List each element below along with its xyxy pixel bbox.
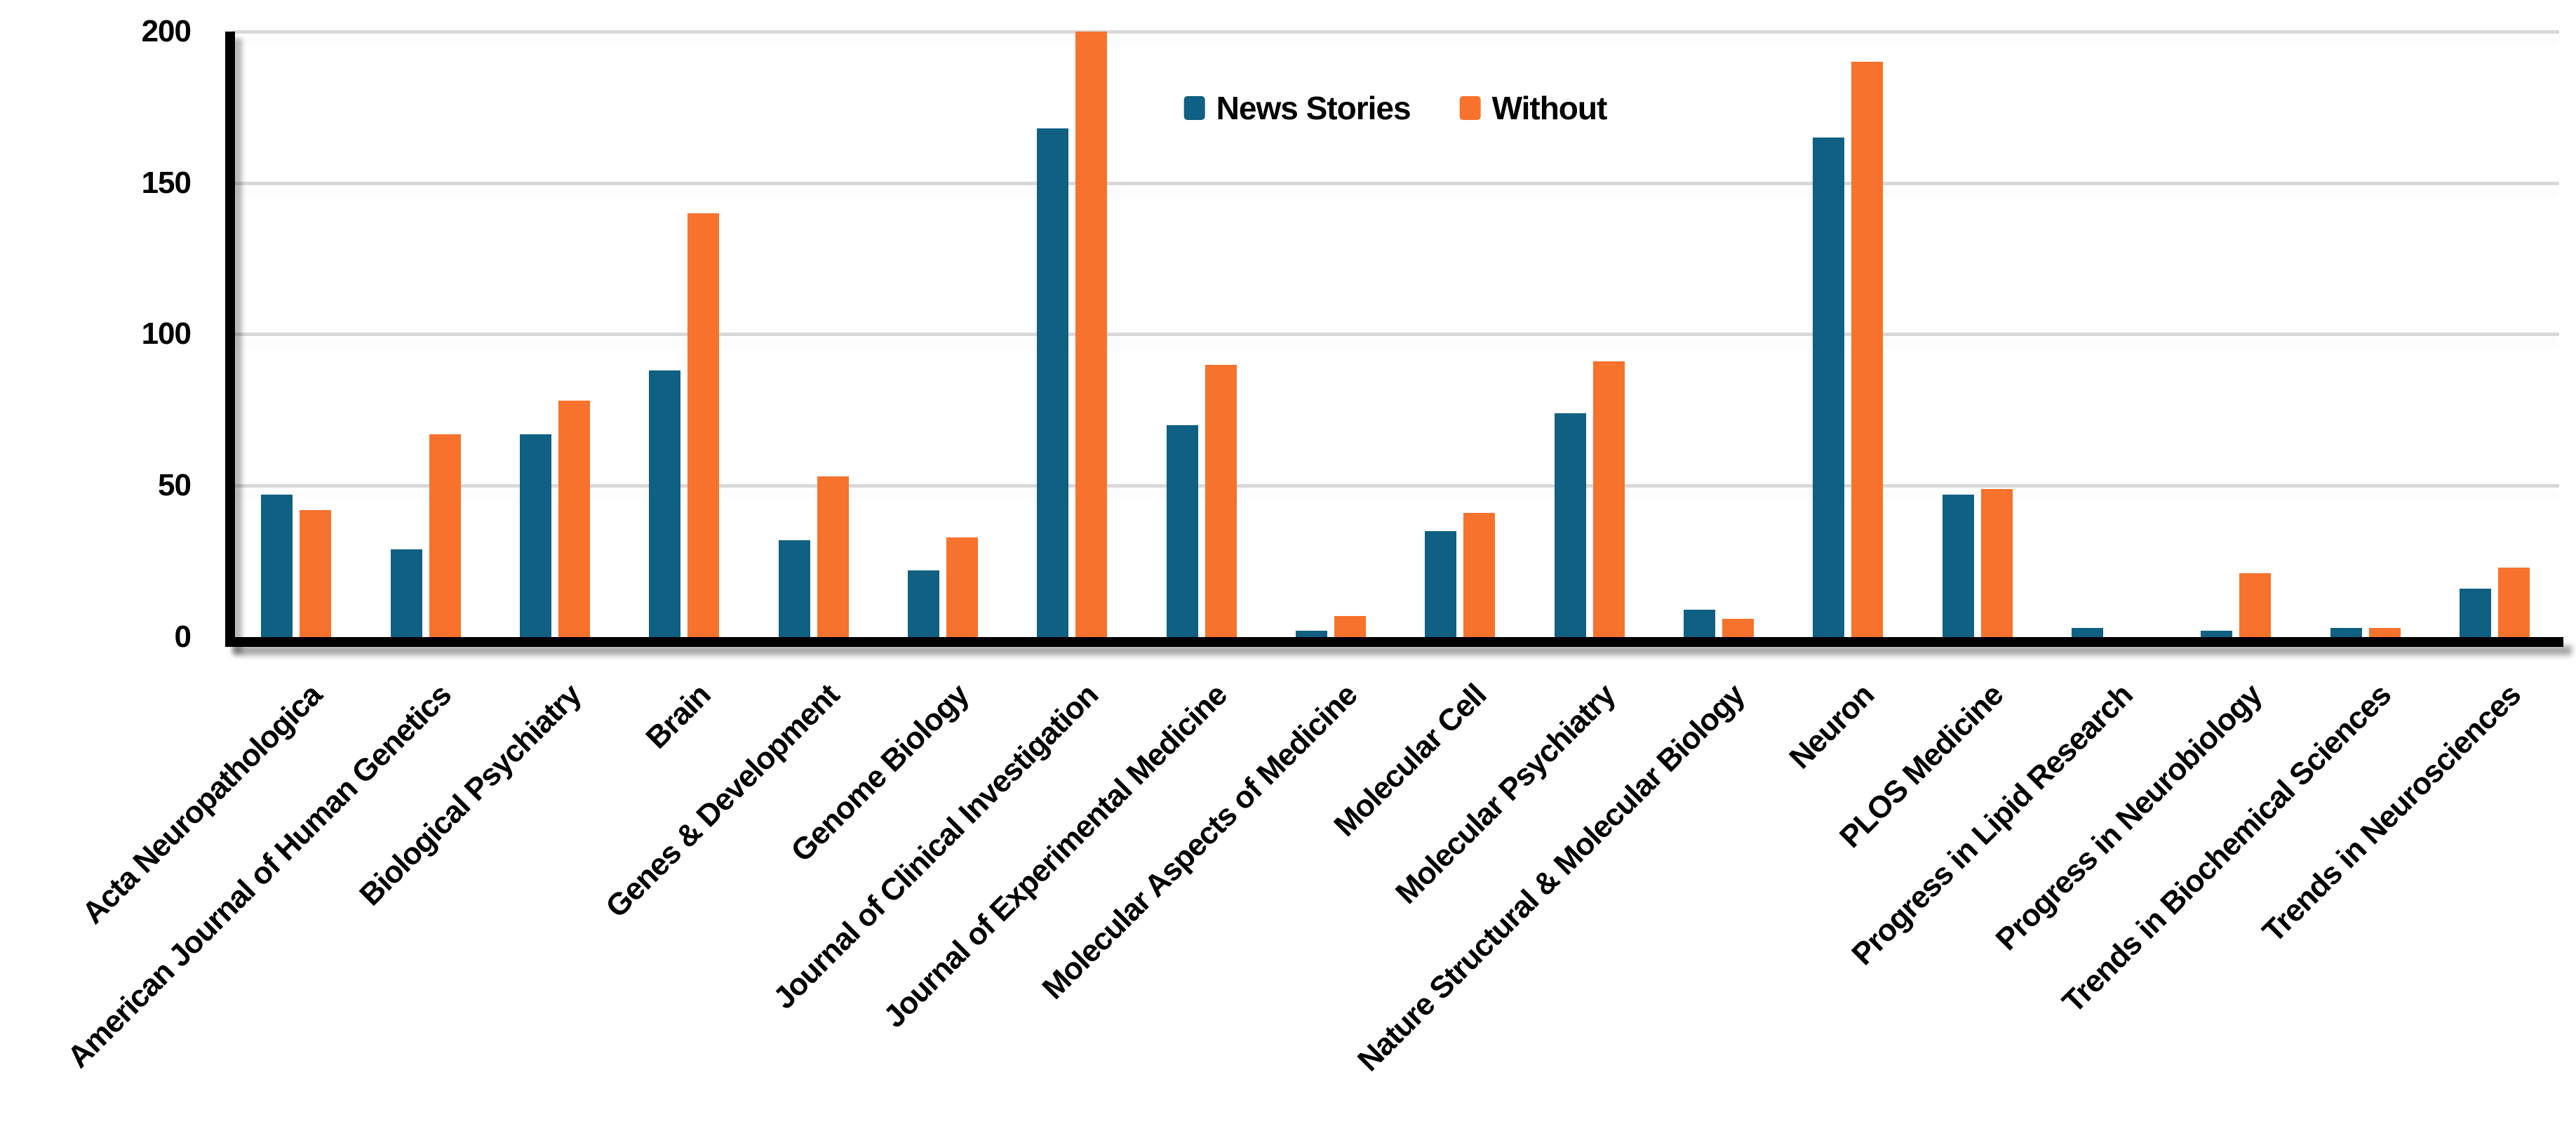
x-category-label-11: Molecular Psychiatry — [1388, 678, 1622, 911]
bar-news-stories-5 — [779, 540, 810, 637]
y-axis-line — [225, 32, 235, 647]
legend: News Stories Without — [1183, 88, 1608, 128]
bar-without-17 — [2369, 628, 2401, 637]
bar-without-13 — [1851, 62, 1883, 637]
y-tick-label-200: 200 — [141, 14, 192, 48]
gridline-100 — [232, 333, 2559, 336]
bar-news-stories-6 — [908, 570, 939, 637]
bar-news-stories-12 — [1684, 610, 1715, 637]
bar-news-stories-7 — [1037, 128, 1068, 637]
bar-without-7 — [1075, 32, 1107, 637]
y-tick-label-100: 100 — [141, 316, 192, 351]
y-tick-label-150: 150 — [141, 166, 192, 200]
y-tick-label-50: 50 — [158, 468, 192, 502]
bar-news-stories-4 — [649, 370, 680, 637]
bar-news-stories-17 — [2330, 628, 2362, 637]
x-category-label-16: Progress in Neurobiology — [1989, 678, 2269, 958]
x-category-label-3: Biological Psychiatry — [353, 678, 588, 913]
bar-without-10 — [1463, 513, 1495, 637]
bar-news-stories-1 — [261, 495, 293, 637]
bar-news-stories-11 — [1555, 413, 1586, 637]
bar-without-2 — [429, 434, 461, 637]
bar-without-3 — [558, 401, 590, 637]
legend-label-without: Without — [1491, 90, 1608, 126]
bar-news-stories-10 — [1425, 531, 1456, 637]
legend-label-news-stories: News Stories — [1216, 90, 1411, 126]
gridline-200 — [232, 30, 2559, 34]
x-axis-line — [225, 637, 2563, 647]
bar-news-stories-9 — [1296, 631, 1327, 637]
bar-without-4 — [687, 213, 719, 637]
bar-without-8 — [1205, 365, 1237, 637]
bar-news-stories-18 — [2460, 589, 2491, 637]
gridline-50 — [232, 484, 2559, 488]
legend-swatch-without-icon — [1459, 96, 1481, 120]
bar-news-stories-8 — [1167, 425, 1198, 637]
bar-without-9 — [1334, 616, 1366, 637]
x-category-label-4: Brain — [638, 678, 717, 756]
bar-news-stories-16 — [2201, 631, 2232, 637]
bar-without-6 — [946, 537, 978, 637]
bar-without-16 — [2239, 573, 2271, 637]
bar-news-stories-2 — [391, 549, 422, 637]
x-category-label-1: Acta Neuropathologica — [76, 678, 329, 931]
x-category-label-5: Genes & Development — [599, 678, 846, 925]
legend-item-without: Without — [1459, 88, 1608, 128]
bar-news-stories-3 — [520, 434, 551, 637]
bar-without-11 — [1593, 361, 1625, 637]
legend-swatch-news-stories-icon — [1183, 96, 1205, 120]
bar-news-stories-15 — [2072, 628, 2103, 637]
bar-without-18 — [2498, 568, 2530, 637]
legend-item-news-stories: News Stories — [1183, 88, 1411, 128]
y-tick-label-0: 0 — [174, 620, 192, 654]
bar-without-5 — [817, 476, 849, 637]
bar-without-12 — [1722, 619, 1754, 637]
bar-without-14 — [1981, 489, 2013, 637]
x-category-label-13: Neuron — [1783, 678, 1881, 776]
bar-without-1 — [300, 510, 331, 637]
gridline-150 — [232, 182, 2559, 185]
bar-news-stories-14 — [1943, 495, 1974, 637]
x-category-label-18: Trends in Neurosciences — [2255, 678, 2528, 949]
bar-news-stories-13 — [1813, 138, 1844, 637]
